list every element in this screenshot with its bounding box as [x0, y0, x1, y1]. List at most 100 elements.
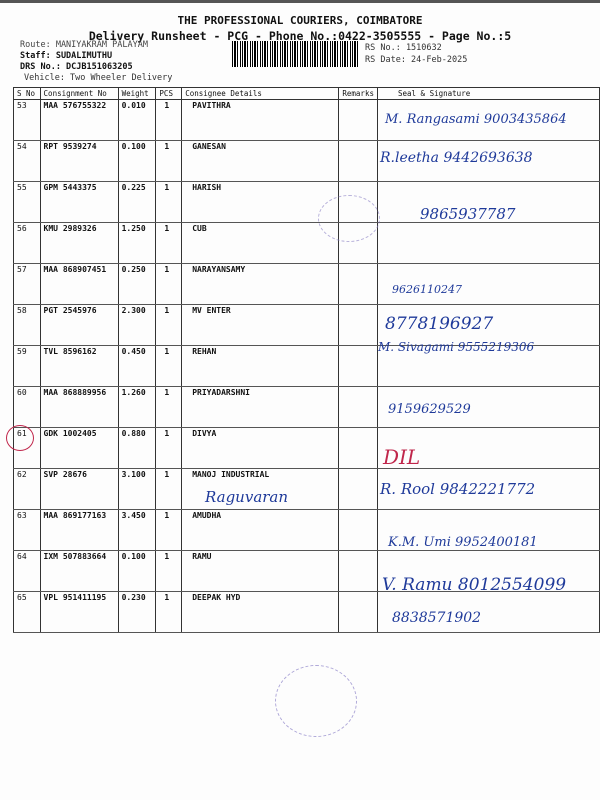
- weight: 0.880: [117, 427, 157, 469]
- table-row: 53 MAA 576755322 0.010 1 PAVITHRA: [13, 99, 600, 141]
- serial-number: 64: [13, 550, 41, 592]
- table-row: 65 VPL 951411195 0.230 1 DEEPAK HYD: [13, 591, 600, 633]
- serial-number: 56: [13, 222, 41, 264]
- consignment-number: GDK 1002405: [39, 427, 119, 469]
- consignment-number: SVP 28676: [39, 468, 119, 510]
- pieces: 1: [155, 468, 183, 510]
- runsheet-subtitle: Delivery Runsheet - PCG - Phone No.:0422…: [88, 29, 512, 43]
- pieces: 1: [155, 509, 183, 551]
- consignment-number: MAA 869177163: [39, 509, 119, 551]
- signature-cell: [376, 222, 600, 264]
- serial-number: 59: [13, 345, 41, 387]
- serial-number: 58: [13, 304, 41, 346]
- signature-cell: [376, 304, 600, 346]
- consignment-number: VPL 951411195: [39, 591, 119, 633]
- signature-cell: [376, 181, 600, 223]
- consignee-name: MV ENTER: [181, 304, 340, 346]
- faded-stamp: [275, 665, 357, 737]
- handdrawn-circle-mark: [6, 425, 34, 451]
- consignment-number: RPT 9539274: [39, 140, 119, 182]
- consignee-name: GANESAN: [181, 140, 340, 182]
- pieces: 1: [155, 345, 183, 387]
- pieces: 1: [155, 140, 183, 182]
- consignment-number: MAA 868889956: [39, 386, 119, 428]
- table-row: 61 GDK 1002405 0.880 1 DIVYA: [13, 427, 600, 469]
- serial-number: 65: [13, 591, 41, 633]
- remarks-cell: [338, 345, 378, 387]
- weight: 0.250: [117, 263, 157, 305]
- handwritten-signature: 8838571902: [392, 610, 482, 626]
- signature-cell: [376, 99, 600, 141]
- weight: 3.450: [117, 509, 157, 551]
- handwritten-signature: 9159629529: [388, 402, 471, 417]
- table-row: 60 MAA 868889956 1.260 1 PRIYADARSHNI: [13, 386, 600, 428]
- staff: Staff: SUDALIMUTHU: [20, 51, 113, 61]
- signature-cell: [376, 550, 600, 592]
- weight: 0.225: [117, 181, 157, 223]
- faded-stamp: [318, 195, 380, 242]
- serial-number: 54: [13, 140, 41, 182]
- serial-number: 63: [13, 509, 41, 551]
- col-remarks: Remarks: [338, 87, 378, 100]
- pieces: 1: [155, 99, 183, 141]
- weight: 3.100: [117, 468, 157, 510]
- consignee-name: NARAYANSAMY: [181, 263, 340, 305]
- pieces: 1: [155, 550, 183, 592]
- handwritten-signature: M. Rangasami 9003435864: [385, 112, 567, 127]
- delivery-table: S No Consignment No Weight PCS Consignee…: [13, 87, 600, 633]
- col-consignment: Consignment No: [39, 87, 119, 100]
- pieces: 1: [155, 181, 183, 223]
- vehicle: Vehicle: Two Wheeler Delivery: [24, 73, 173, 83]
- handwritten-signature: V. Ramu 8012554099: [382, 575, 567, 595]
- col-pcs: PCS: [155, 87, 183, 100]
- remarks-cell: [338, 386, 378, 428]
- pieces: 1: [155, 222, 183, 264]
- consignment-number: KMU 2989326: [39, 222, 119, 264]
- signature-cell: [376, 427, 600, 469]
- remarks-cell: [338, 591, 378, 633]
- consignment-number: GPM 5443375: [39, 181, 119, 223]
- handwritten-signature: R. Rool 9842221772: [380, 480, 536, 498]
- remarks-cell: [338, 550, 378, 592]
- table-row: 58 PGT 2545976 2.300 1 MV ENTER: [13, 304, 600, 346]
- pieces: 1: [155, 263, 183, 305]
- consignee-name: HARISH: [181, 181, 340, 223]
- serial-number: 57: [13, 263, 41, 305]
- col-weight: Weight: [117, 87, 157, 100]
- handwritten-signature: M. Sivagami 9555219306: [378, 340, 535, 354]
- handwritten-signature: K.M. Umi 9952400181: [388, 535, 538, 550]
- consignee-name: PRIYADARSHNI: [181, 386, 340, 428]
- serial-number: 60: [13, 386, 41, 428]
- weight: 0.230: [117, 591, 157, 633]
- weight: 0.100: [117, 550, 157, 592]
- col-sno: S No: [13, 87, 41, 100]
- table-row: 62 SVP 28676 3.100 1 MANOJ INDUSTRIAL: [13, 468, 600, 510]
- table-row: 57 MAA 868907451 0.250 1 NARAYANSAMY: [13, 263, 600, 305]
- remarks-cell: [338, 304, 378, 346]
- barcode: [232, 41, 360, 67]
- weight: 2.300: [117, 304, 157, 346]
- signature-cell: [376, 263, 600, 305]
- handwritten-signature: 8778196927: [385, 314, 494, 334]
- consignee-name: DIVYA: [181, 427, 340, 469]
- consignment-number: MAA 576755322: [39, 99, 119, 141]
- consignment-number: TVL 8596162: [39, 345, 119, 387]
- consignment-number: IXM 507883664: [39, 550, 119, 592]
- signature-cell: [376, 509, 600, 551]
- pieces: 1: [155, 304, 183, 346]
- consignee-name: DEEPAK HYD: [181, 591, 340, 633]
- pieces: 1: [155, 427, 183, 469]
- serial-number: 53: [13, 99, 41, 141]
- rs-number: RS No.: 1510632: [365, 43, 442, 53]
- consignee-name: AMUDHA: [181, 509, 340, 551]
- signature-cell: [376, 468, 600, 510]
- table-row: 54 RPT 9539274 0.100 1 GANESAN: [13, 140, 600, 182]
- remarks-cell: [338, 99, 378, 141]
- consignee-name: CUB: [181, 222, 340, 264]
- scan-edge: [0, 0, 600, 3]
- remarks-cell: [338, 509, 378, 551]
- signature-cell: [376, 386, 600, 428]
- pieces: 1: [155, 386, 183, 428]
- handwritten-signature: 9865937787: [420, 205, 516, 223]
